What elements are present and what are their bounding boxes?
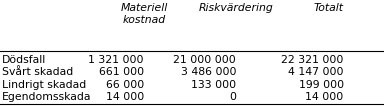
Text: Egendomsskada: Egendomsskada: [2, 92, 91, 102]
Text: 661 000: 661 000: [99, 67, 144, 77]
Text: Riskvärdering: Riskvärdering: [199, 3, 273, 13]
Text: 66 000: 66 000: [106, 80, 144, 89]
Text: 22 321 000: 22 321 000: [281, 55, 344, 65]
Text: 133 000: 133 000: [191, 80, 236, 89]
Text: 1 321 000: 1 321 000: [88, 55, 144, 65]
Text: Svårt skadad: Svårt skadad: [2, 67, 73, 77]
Text: 21 000 000: 21 000 000: [174, 55, 236, 65]
Text: 14 000: 14 000: [106, 92, 144, 102]
Text: 199 000: 199 000: [298, 80, 344, 89]
Text: Lindrigt skadad: Lindrigt skadad: [2, 80, 86, 89]
Text: 3 486 000: 3 486 000: [180, 67, 236, 77]
Text: 4 147 000: 4 147 000: [288, 67, 344, 77]
Text: 14 000: 14 000: [305, 92, 344, 102]
Text: 0: 0: [229, 92, 236, 102]
Text: Materiell
kostnad: Materiell kostnad: [120, 3, 168, 25]
Text: Dödsfall: Dödsfall: [2, 55, 46, 65]
Text: Totalt: Totalt: [314, 3, 344, 13]
